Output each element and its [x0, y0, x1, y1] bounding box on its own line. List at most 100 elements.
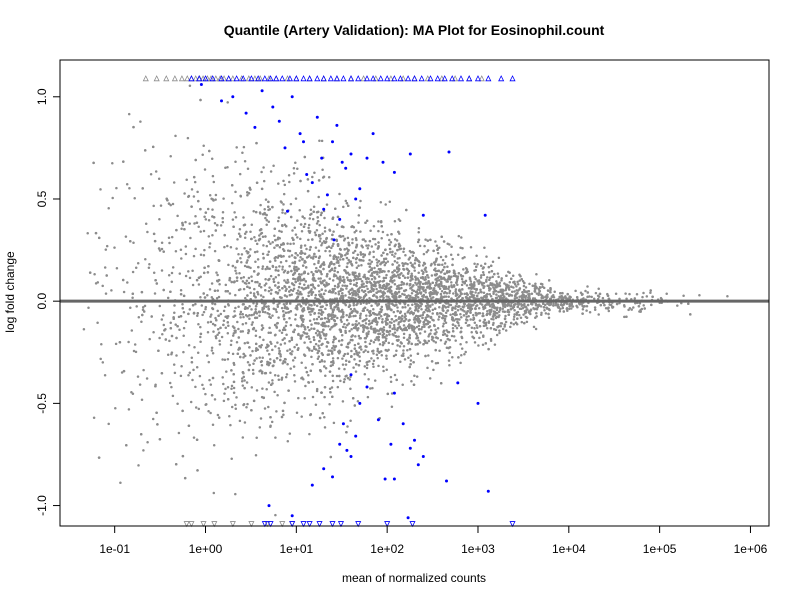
data-point [454, 305, 458, 308]
data-point [382, 251, 385, 255]
data-point [269, 242, 272, 245]
data-point [258, 234, 261, 237]
data-point [254, 334, 258, 337]
data-point [217, 331, 221, 335]
data-point [343, 248, 346, 251]
data-point [192, 312, 196, 315]
data-point [358, 206, 362, 209]
data-point [250, 237, 253, 241]
data-point [465, 284, 469, 287]
data-point [370, 321, 374, 325]
data-point [125, 443, 128, 447]
data-point [341, 257, 345, 261]
data-point [339, 253, 343, 257]
data-point [356, 399, 360, 403]
data-point [377, 364, 380, 368]
data-point [352, 297, 355, 300]
data-point [291, 350, 294, 353]
data-point [368, 252, 371, 256]
data-point [482, 334, 485, 337]
data-point [453, 311, 457, 315]
data-point [395, 287, 399, 290]
data-point [322, 292, 326, 296]
data-point [265, 305, 268, 308]
data-point [292, 166, 296, 170]
data-point [364, 240, 367, 243]
data-point [250, 279, 254, 283]
data-point [406, 262, 409, 266]
data-point [411, 250, 414, 254]
data-point [174, 249, 178, 253]
data-point [414, 343, 417, 346]
data-point [430, 338, 434, 341]
data-point [522, 303, 526, 307]
data-point [196, 190, 199, 194]
data-point [421, 325, 424, 329]
data-point [388, 321, 392, 324]
data-point [642, 304, 645, 307]
data-point [447, 270, 451, 274]
data-point [380, 254, 383, 257]
data-point [263, 311, 267, 314]
data-point [202, 271, 206, 275]
data-point [323, 230, 327, 233]
data-point [539, 286, 542, 289]
data-point [344, 303, 348, 307]
data-point [194, 247, 197, 251]
data-point [386, 315, 389, 318]
data-point [460, 275, 463, 278]
data-point [300, 415, 303, 418]
data-point [331, 233, 334, 237]
data-point [167, 274, 171, 277]
data-point [393, 331, 397, 334]
data-point [312, 205, 316, 209]
data-point [351, 323, 354, 326]
data-point [230, 405, 234, 409]
data-point [379, 220, 383, 224]
data-point [303, 325, 306, 329]
data-point [331, 357, 335, 360]
data-point [247, 276, 251, 280]
data-point [546, 289, 550, 292]
data-point [481, 343, 485, 347]
data-point [324, 289, 327, 292]
data-point [434, 341, 438, 344]
data-point [291, 289, 295, 292]
data-point [174, 463, 178, 466]
data-point [323, 321, 326, 325]
data-point [651, 295, 654, 298]
data-point [103, 266, 107, 269]
data-point [339, 235, 343, 238]
data-point [282, 326, 286, 330]
data-point [204, 218, 208, 221]
data-point [280, 243, 283, 246]
data-point [349, 419, 352, 423]
data-point [476, 326, 479, 330]
data-point [269, 292, 273, 295]
data-point [167, 202, 171, 205]
data-point [212, 215, 216, 219]
data-point [333, 345, 337, 349]
data-point [527, 296, 530, 300]
data-point [469, 308, 472, 312]
data-point [446, 309, 450, 312]
data-point [649, 291, 652, 294]
data-point [524, 294, 528, 298]
data-point [184, 245, 188, 248]
data-point [223, 392, 226, 395]
data-point [278, 289, 281, 292]
data-point [288, 255, 291, 258]
data-point [383, 335, 386, 339]
data-point [180, 365, 183, 368]
data-point [456, 275, 460, 278]
data-point [561, 296, 565, 300]
data-point [176, 324, 179, 328]
data-point [261, 265, 265, 268]
data-point [294, 313, 298, 316]
data-point [359, 251, 362, 254]
data-point [265, 219, 269, 222]
data-point [407, 356, 410, 360]
data-point [231, 352, 235, 356]
data-point [404, 326, 407, 330]
data-point [101, 361, 105, 364]
